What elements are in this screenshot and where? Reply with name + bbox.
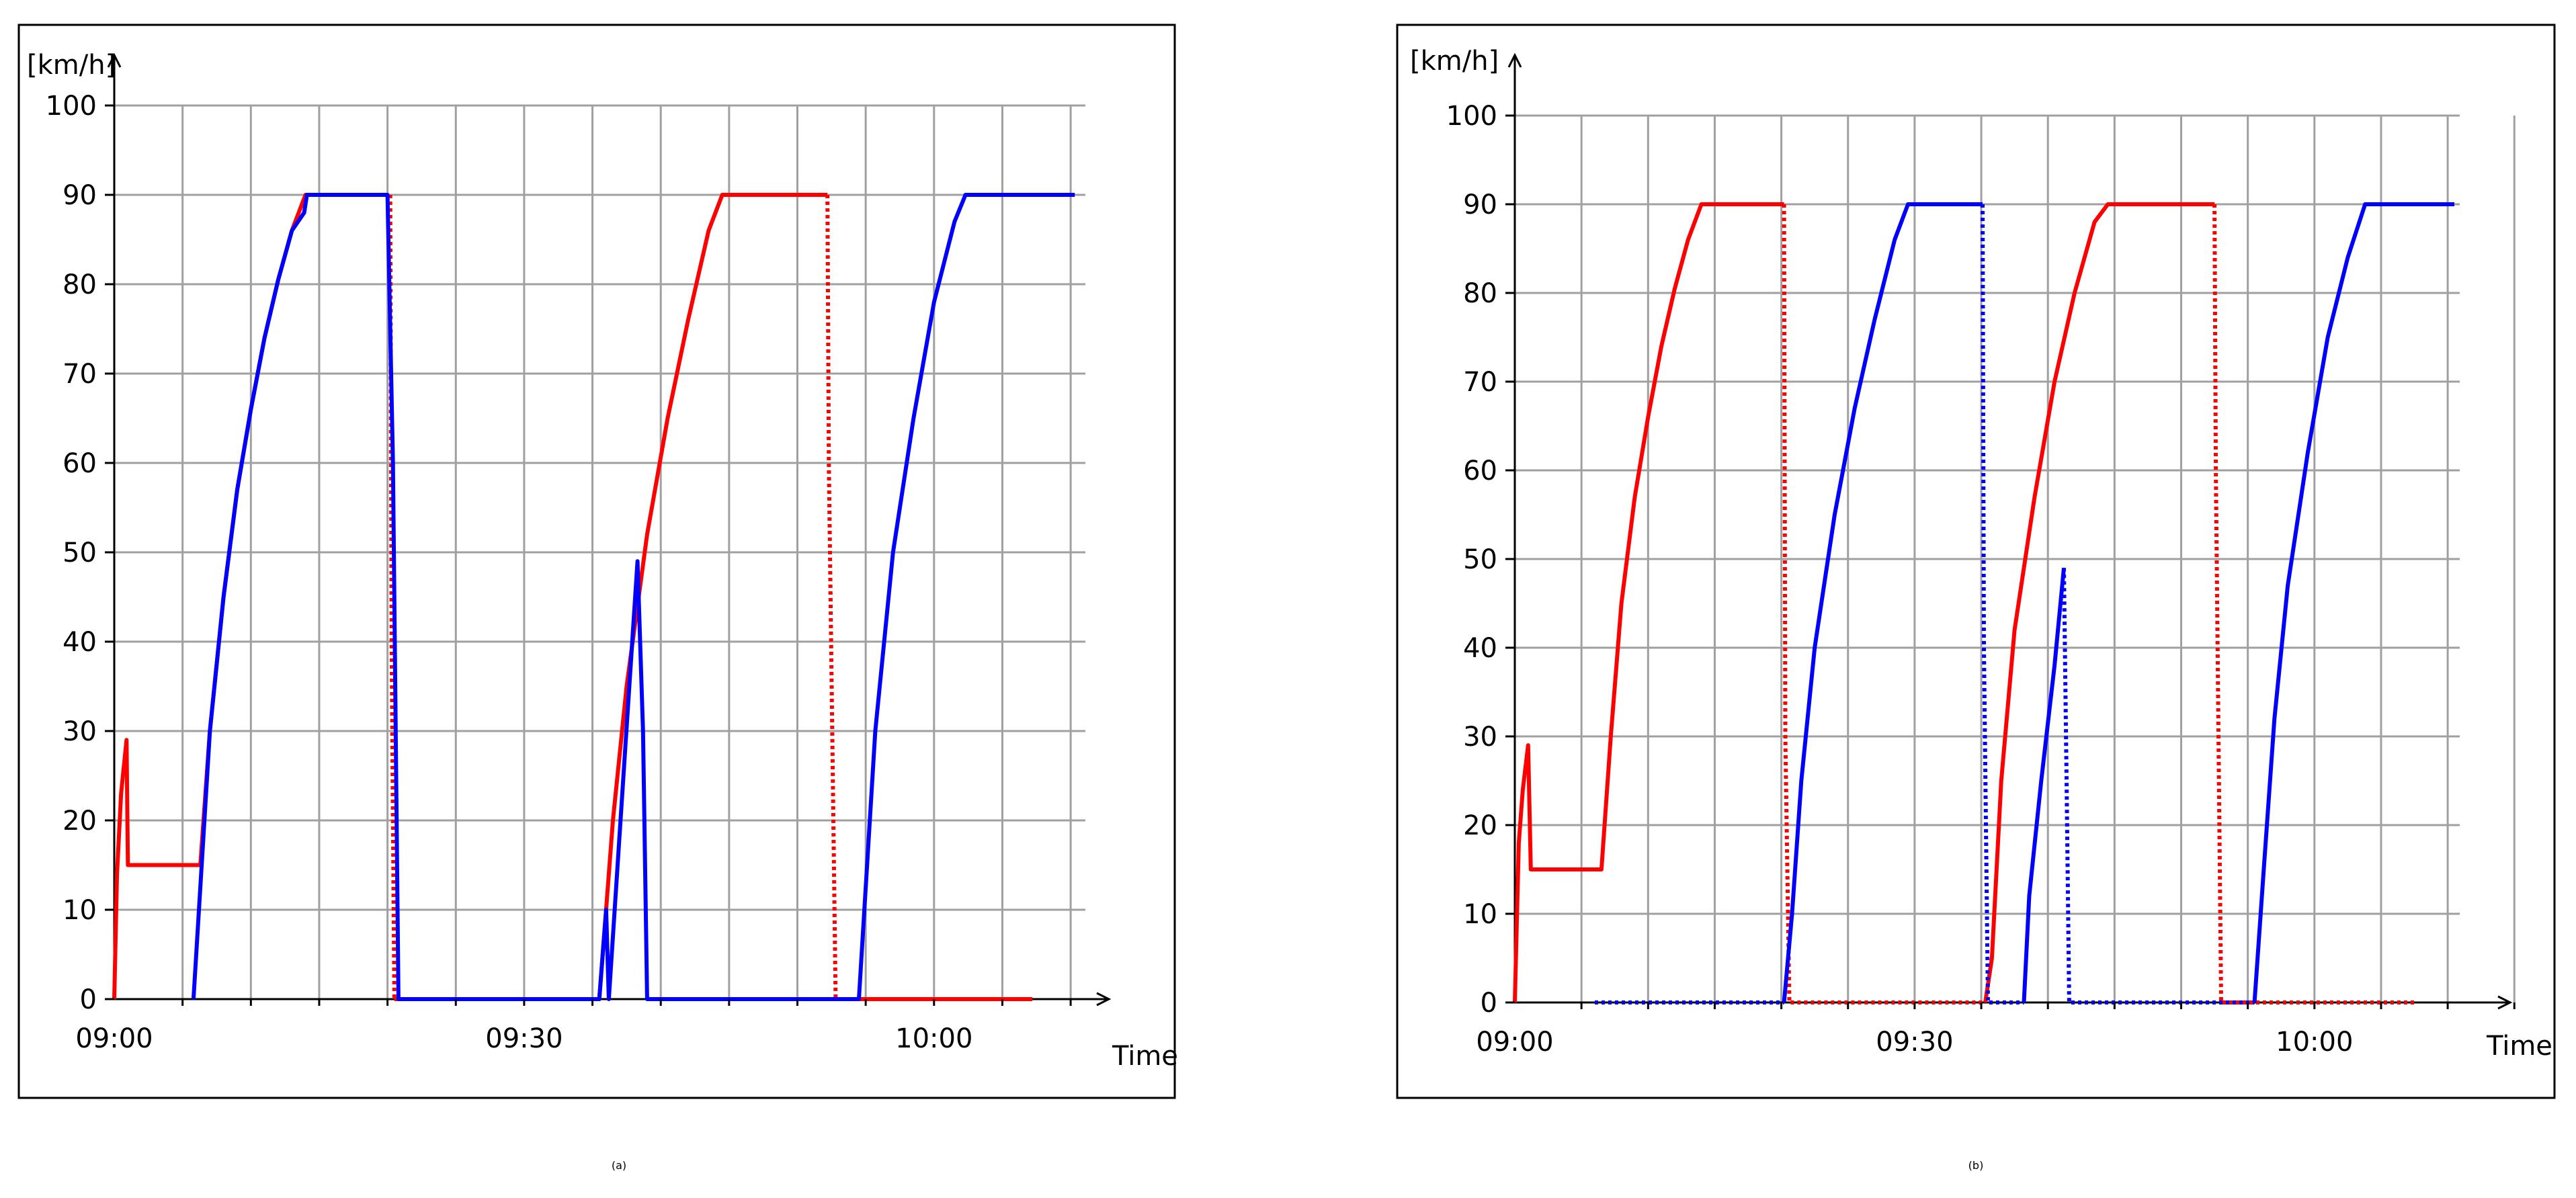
chart-ticks-a: 0 10 20 30 40 50 60 70 80 90 100 09:00 09:30 10:00: [46, 91, 1072, 1054]
y-tick-label: 60: [1463, 456, 1497, 486]
y-tick-label: 90: [63, 180, 97, 211]
caption-close-b: ): [1979, 1159, 1983, 1172]
series-line-blue-7: [2022, 567, 2066, 1003]
y-tick-label: 20: [1463, 810, 1497, 841]
x-tick-label: 10:00: [2276, 1027, 2353, 1058]
series-line-red-3: [825, 194, 838, 1000]
series-line-blue-5: [191, 193, 1075, 1001]
chart-frame-a: [17, 24, 1176, 1099]
y-tick-label: 10: [63, 895, 97, 926]
y-tick-label: 50: [1463, 544, 1497, 575]
caption-close-a: ): [622, 1159, 626, 1172]
y-tick-label: 0: [80, 984, 97, 1015]
series-line-blue-6: [1981, 204, 2024, 1004]
series-line-red-3: [2212, 204, 2415, 1004]
x-tick-label: 10:00: [895, 1023, 972, 1054]
y-tick-label: 80: [1463, 278, 1497, 309]
series-line-red-1: [1782, 204, 1985, 1004]
x-axis-label-a: Time: [1112, 1041, 1178, 1072]
series-line-blue-5: [1782, 202, 1983, 1003]
y-axis-arrow: [107, 52, 122, 68]
y-tick-label: 30: [63, 716, 97, 747]
y-tick-label: 20: [63, 806, 97, 837]
y-tick-label: 40: [1463, 633, 1497, 664]
y-tick-label: 60: [63, 448, 97, 479]
chart-series-b: [1513, 202, 2454, 1004]
chart-series-a: [112, 193, 1075, 1001]
y-tick-label: 30: [1463, 722, 1497, 753]
series-line-red-2: [1983, 202, 2215, 1003]
y-tick-label: 100: [46, 91, 97, 122]
y-axis-label-a: [km/h]: [27, 50, 116, 81]
y-axis-arrow: [1507, 52, 1522, 68]
chart-ticks-b: 0 10 20 30 40 50 60 70 80 90 100 09:00 09:30 10:00: [1446, 101, 2516, 1058]
y-tick-label: 0: [1481, 988, 1497, 1019]
series-line-red-0: [1513, 202, 1784, 1003]
x-tick-label: 09:30: [1876, 1027, 1953, 1058]
series-line-blue-9: [2252, 202, 2454, 1003]
x-tick-label: 09:00: [75, 1023, 153, 1054]
y-tick-label: 70: [63, 359, 97, 390]
series-line-blue-8: [2062, 568, 2255, 1004]
y-tick-label: 100: [1446, 101, 1497, 132]
chart-panel-b: 0 10 20 30 40 50 60 70 80 90 100 09:00 09:30 10:00 [k…: [1396, 24, 2556, 1099]
x-tick-label: 09:00: [1476, 1027, 1553, 1058]
y-tick-label: 80: [63, 269, 97, 300]
y-tick-label: 50: [63, 538, 97, 568]
caption-open-b: (: [1968, 1159, 1972, 1172]
y-tick-label: 70: [1463, 367, 1497, 398]
y-tick-label: 90: [1463, 189, 1497, 220]
chart-grid-b: [1515, 114, 2516, 1002]
x-axis-arrow: [1096, 992, 1112, 1007]
x-axis-label-b: Time: [2486, 1031, 2552, 1062]
panel-caption-b: (b): [1968, 1159, 1984, 1172]
chart-panel-a: 0 10 20 30 40 50 60 70 80 90 100 09:00 09:30 10:00 [k…: [17, 24, 1178, 1099]
panel-caption-a: (a): [612, 1159, 626, 1172]
y-tick-label: 10: [1463, 899, 1497, 930]
x-axis-arrow: [2497, 995, 2513, 1010]
caption-letter-b: b: [1972, 1159, 1979, 1172]
y-tick-label: 40: [63, 627, 97, 658]
caption-letter-a: a: [616, 1159, 622, 1172]
caption-open-a: (: [612, 1159, 616, 1172]
y-axis-label-b: [km/h]: [1410, 46, 1499, 77]
x-tick-label: 09:30: [485, 1023, 563, 1054]
